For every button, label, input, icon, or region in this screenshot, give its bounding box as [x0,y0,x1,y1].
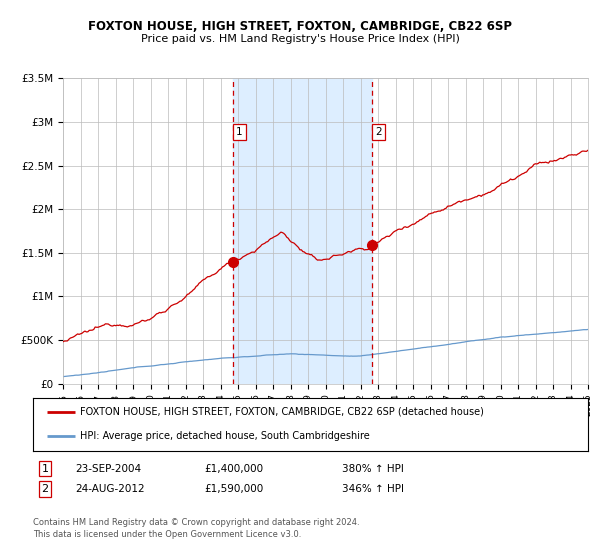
Bar [233,78,372,384]
Text: 380% ↑ HPI: 380% ↑ HPI [342,464,404,474]
Text: 2: 2 [375,127,382,137]
Text: 2: 2 [41,484,49,494]
Text: 1: 1 [236,127,243,137]
Text: FOXTON HOUSE, HIGH STREET, FOXTON, CAMBRIDGE, CB22 6SP (detached house): FOXTON HOUSE, HIGH STREET, FOXTON, CAMBR… [80,407,484,417]
Text: £1,400,000: £1,400,000 [204,464,263,474]
Text: Price paid vs. HM Land Registry's House Price Index (HPI): Price paid vs. HM Land Registry's House … [140,34,460,44]
Text: HPI: Average price, detached house, South Cambridgeshire: HPI: Average price, detached house, Sout… [80,431,370,441]
Text: 346% ↑ HPI: 346% ↑ HPI [342,484,404,494]
Text: 24-AUG-2012: 24-AUG-2012 [75,484,145,494]
Text: 23-SEP-2004: 23-SEP-2004 [75,464,141,474]
Text: £1,590,000: £1,590,000 [204,484,263,494]
Text: 1: 1 [41,464,49,474]
Text: Contains HM Land Registry data © Crown copyright and database right 2024.
This d: Contains HM Land Registry data © Crown c… [33,518,359,539]
Text: FOXTON HOUSE, HIGH STREET, FOXTON, CAMBRIDGE, CB22 6SP: FOXTON HOUSE, HIGH STREET, FOXTON, CAMBR… [88,20,512,32]
